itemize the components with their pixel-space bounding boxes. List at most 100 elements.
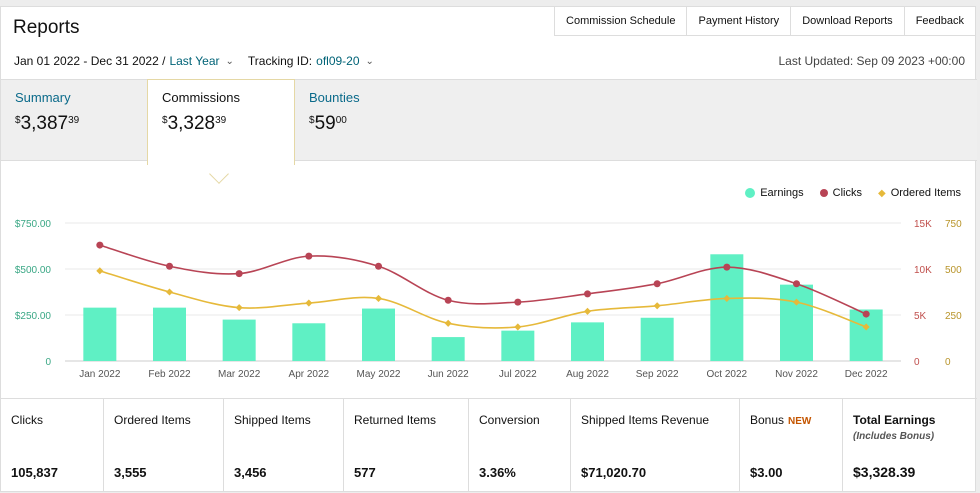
- ordered-items-point: [374, 294, 383, 302]
- clicks-point: [235, 270, 243, 278]
- legend-earnings[interactable]: Earnings: [745, 187, 804, 199]
- x-tick-label: Nov 2022: [775, 369, 818, 380]
- filters-bar: Jan 01 2022 - Dec 31 2022 / Last Year ⌄ …: [14, 54, 388, 68]
- x-tick-label: Sep 2022: [636, 369, 679, 380]
- x-tick-label: Jul 2022: [499, 369, 537, 380]
- ordered-items-point: [653, 302, 661, 310]
- ordered-items-point: [165, 288, 174, 296]
- x-tick-label: Jan 2022: [79, 369, 121, 380]
- stats-row: Clicks 105,837 Ordered Items 3,555 Shipped…: [1, 398, 977, 492]
- legend-ordered-items[interactable]: ◆ Ordered Items: [877, 187, 961, 199]
- tab-bounties-amount: $5900: [309, 113, 347, 134]
- clicks-point: [793, 280, 800, 288]
- ordered-items-point: [862, 323, 870, 331]
- y-tick-left: 0: [45, 357, 51, 368]
- earnings-chart: 0 0 0 $250.00 5K 250 $500.00 10K 500 $750.00 15K 75…: [15, 219, 962, 380]
- clicks-point: [514, 298, 522, 306]
- tab-commissions[interactable]: Commissions $3,32839: [147, 79, 295, 165]
- clicks-line-icon: [819, 189, 828, 197]
- tracking-label: Tracking ID:: [247, 54, 313, 68]
- chevron-down-icon[interactable]: ⌄: [365, 55, 374, 67]
- x-tick-label: Oct 2022: [707, 369, 748, 380]
- legend-clicks[interactable]: Clicks: [819, 187, 862, 199]
- chevron-down-icon[interactable]: ⌄: [225, 55, 234, 67]
- earnings-bar: [83, 307, 117, 361]
- summary-tabs: Summary $3,38739 Commissions $3,32839 Bo…: [1, 79, 977, 165]
- tab-bounties-label: Bounties: [309, 90, 360, 105]
- clicks-point: [584, 290, 591, 298]
- tab-summary[interactable]: Summary $3,38739: [1, 80, 147, 162]
- x-tick-label: Jun 2022: [428, 369, 470, 380]
- ordered-items-point: [723, 294, 731, 302]
- stat-shipped-revenue: Shipped Items Revenue $71,020.70: [571, 399, 740, 492]
- earnings-bar: [710, 254, 744, 361]
- tracking-id-dropdown[interactable]: ofl09-20: [316, 54, 360, 68]
- y-tick-right-ordered: 750: [945, 219, 962, 230]
- earnings-bar: [153, 307, 186, 361]
- earnings-bar: [222, 319, 256, 361]
- y-tick-left: $750.00: [15, 219, 52, 230]
- stat-returned-items: Returned Items 577: [344, 399, 469, 492]
- y-tick-right-ordered: 0: [945, 357, 951, 368]
- clicks-point: [305, 252, 313, 260]
- stat-bonus: Bonus NEW $3.00: [740, 399, 843, 492]
- stat-ordered-items: Ordered Items 3,555: [104, 399, 224, 492]
- y-tick-right-ordered: 500: [945, 265, 962, 276]
- clicks-point: [444, 296, 452, 304]
- y-tick-right-clicks: 0: [914, 357, 920, 368]
- x-tick-label: Dec 2022: [845, 369, 888, 380]
- clicks-line: [99, 244, 867, 315]
- ordered-items-point: [305, 299, 313, 307]
- reports-card: Reports Commission Schedule Payment Hist…: [0, 6, 977, 492]
- earnings-bar: [849, 309, 883, 361]
- ordered-items-point: [96, 267, 104, 275]
- tab-commissions-label: Commissions: [162, 90, 241, 105]
- y-tick-right-clicks: 5K: [914, 311, 927, 322]
- feedback-link[interactable]: Feedback: [915, 15, 964, 27]
- earnings-bar: [362, 308, 395, 361]
- chart-legend: Earnings Clicks ◆ Ordered Items: [745, 187, 961, 199]
- tab-summary-label: Summary: [15, 90, 71, 105]
- y-tick-right-ordered: 250: [945, 311, 962, 322]
- last-updated: Last Updated: Sep 09 2023 +00:00: [778, 54, 966, 68]
- top-links: Commission Schedule Payment History Down…: [554, 7, 975, 36]
- earnings-bar: [501, 330, 535, 361]
- ordered-line-icon: ◆: [877, 187, 886, 199]
- clicks-point: [723, 263, 731, 271]
- stat-conversion: Conversion 3.36%: [469, 399, 571, 492]
- commission-schedule-link[interactable]: Commission Schedule: [555, 7, 688, 35]
- download-reports-link[interactable]: Download Reports: [791, 7, 905, 35]
- ordered-items-point: [235, 304, 243, 312]
- date-preset-dropdown[interactable]: Last Year: [169, 54, 220, 68]
- earnings-bar: [571, 322, 604, 361]
- page-title: Reports: [13, 17, 80, 38]
- clicks-point: [862, 310, 870, 318]
- date-range: Jan 01 2022 - Dec 31 2022 /: [14, 54, 166, 68]
- payment-history-link[interactable]: Payment History: [687, 7, 792, 35]
- earnings-bar: [780, 284, 813, 361]
- stat-shipped-items: Shipped Items 3,456: [224, 399, 344, 492]
- y-tick-right-clicks: 15K: [914, 219, 932, 230]
- ordered-items-point: [792, 298, 801, 306]
- clicks-point: [96, 241, 104, 249]
- stat-clicks: Clicks 105,837: [1, 399, 104, 492]
- new-badge: NEW: [788, 416, 812, 427]
- stat-total-earnings: Total Earnings (Includes Bonus) $3,328.3…: [853, 413, 936, 480]
- ordered-items-line: [99, 270, 867, 329]
- y-tick-left: $500.00: [15, 265, 52, 276]
- earnings-bar: [640, 317, 674, 361]
- ordered-items-point: [444, 319, 452, 327]
- x-tick-label: Apr 2022: [289, 369, 330, 380]
- clicks-point: [375, 262, 382, 270]
- y-tick-left: $250.00: [15, 311, 52, 322]
- x-tick-label: Mar 2022: [218, 369, 261, 380]
- x-tick-label: Aug 2022: [566, 369, 609, 380]
- tab-bounties[interactable]: Bounties $5900: [295, 80, 435, 162]
- ordered-items-point: [514, 323, 522, 331]
- y-tick-right-clicks: 10K: [914, 265, 932, 276]
- clicks-point: [653, 280, 661, 288]
- earnings-bar: [431, 337, 465, 361]
- earnings-bar: [292, 323, 326, 361]
- x-tick-label: Feb 2022: [148, 369, 191, 380]
- clicks-point: [166, 262, 173, 270]
